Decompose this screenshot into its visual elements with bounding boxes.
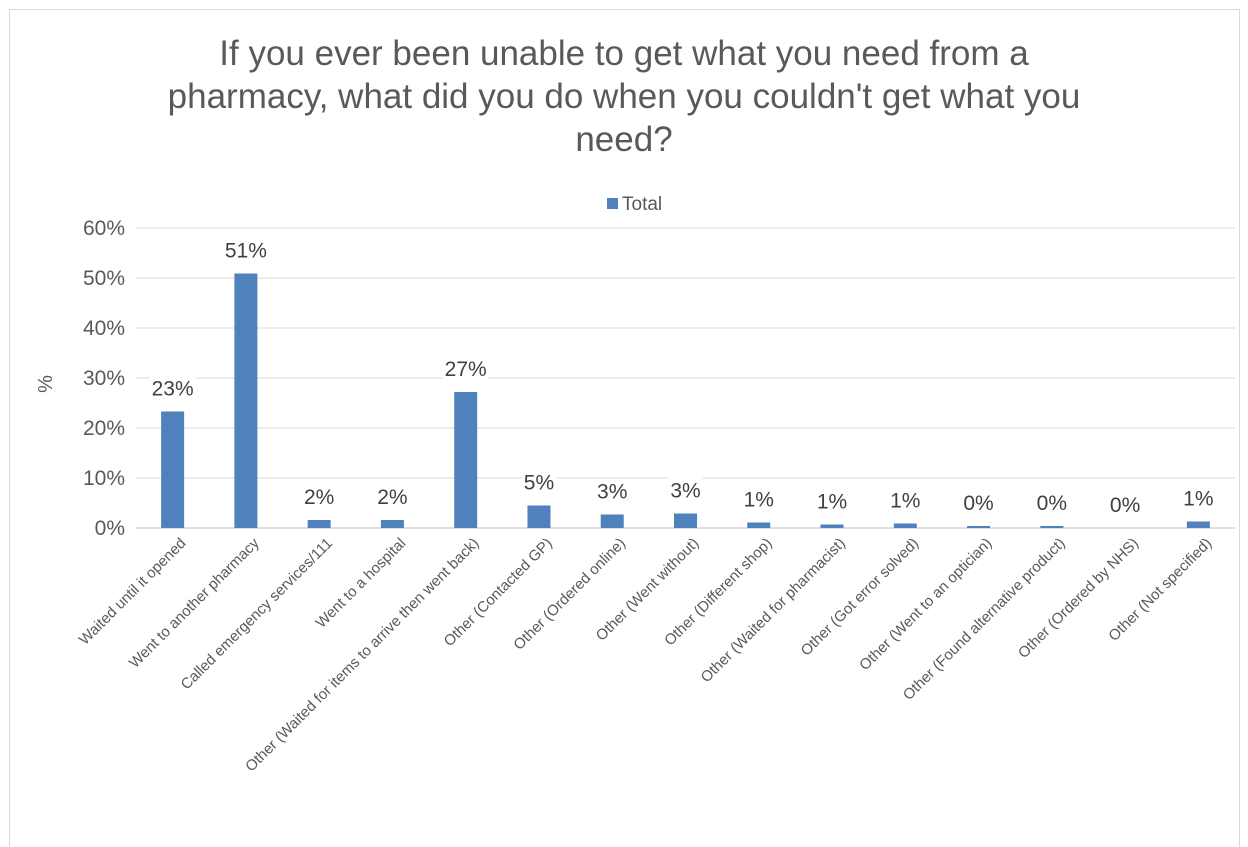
bar [600,514,624,528]
legend-label: Total [622,194,662,215]
data-label: 23% [152,378,194,401]
category-label: Went to another pharmacy [126,534,263,671]
category-label: Other (Ordered by NHS) [1015,535,1142,662]
data-label: 3% [670,480,700,503]
bars [161,273,1210,528]
y-tick-label: 0% [95,517,125,540]
data-label-bg [149,375,196,403]
bar [527,505,551,528]
y-tick-labels: 0% 10% 20% 30% 40% 50% 60% [83,217,125,540]
category-label: Other (Waited for pharmacist) [698,535,849,686]
y-tick-label: 10% [83,467,125,490]
data-label: 0% [963,492,993,515]
data-label-bg [442,356,489,383]
data-label-bg [375,484,410,511]
data-label-bg [595,478,630,506]
y-axis-title: % [35,375,57,393]
data-label-bg [302,484,337,511]
data-label: 1% [744,489,774,512]
chart-title-line-1: If you ever been unable to get what you … [219,34,1029,73]
data-label: 27% [445,358,487,381]
y-tick-label: 30% [83,367,125,390]
chart-title-line-3: need? [575,120,673,159]
data-label-bg [1034,490,1069,517]
y-tick-label: 50% [83,267,125,290]
y-tick-label: 20% [83,417,125,440]
data-label: 0% [1037,492,1067,515]
chart-title: If you ever been unable to get what you … [0,32,1248,161]
category-label: Called emergency services/111 [178,535,336,693]
data-label: 2% [304,486,334,509]
bar [1040,526,1064,528]
bar [454,392,478,528]
chart-title-line-2: pharmacy, what did you do when you could… [167,77,1081,116]
data-label-bg [521,469,556,497]
bar [234,273,258,528]
data-label-bg [222,237,269,265]
bar [161,411,185,528]
data-label-bg [1181,485,1216,513]
data-label: 1% [817,491,847,514]
category-label: Other (Got error solved) [798,535,923,660]
data-label-bg [815,488,850,516]
legend: Total [607,194,662,215]
bar [307,520,331,528]
data-label: 3% [597,481,627,504]
data-label: 1% [1183,488,1213,511]
data-labels: 23% 51% 2% 2% 27% 5% 3% 3% 1% 1% 1% 0% 0% 0% 1% [149,237,1216,519]
bar [747,522,771,528]
bar [380,520,404,528]
data-label-bg [1108,492,1143,519]
legend-swatch [607,198,618,209]
bar [674,513,697,528]
data-label: 1% [890,490,920,513]
data-label: 5% [524,472,554,495]
data-label-bg [668,477,703,505]
data-label: 51% [225,240,267,263]
bar [893,523,917,528]
data-label-bg [888,487,923,515]
bar [1186,521,1210,528]
data-label: 0% [1110,494,1140,517]
y-tick-label: 40% [83,317,125,340]
bar [967,526,991,528]
data-label-bg [741,486,776,514]
data-label-bg [961,490,996,517]
bar [820,524,844,528]
category-label: Other (Went to an optician) [856,535,995,674]
category-label: Other (Found alternative product) [900,535,1069,704]
y-tick-label: 60% [83,217,125,240]
data-label: 2% [377,486,407,509]
